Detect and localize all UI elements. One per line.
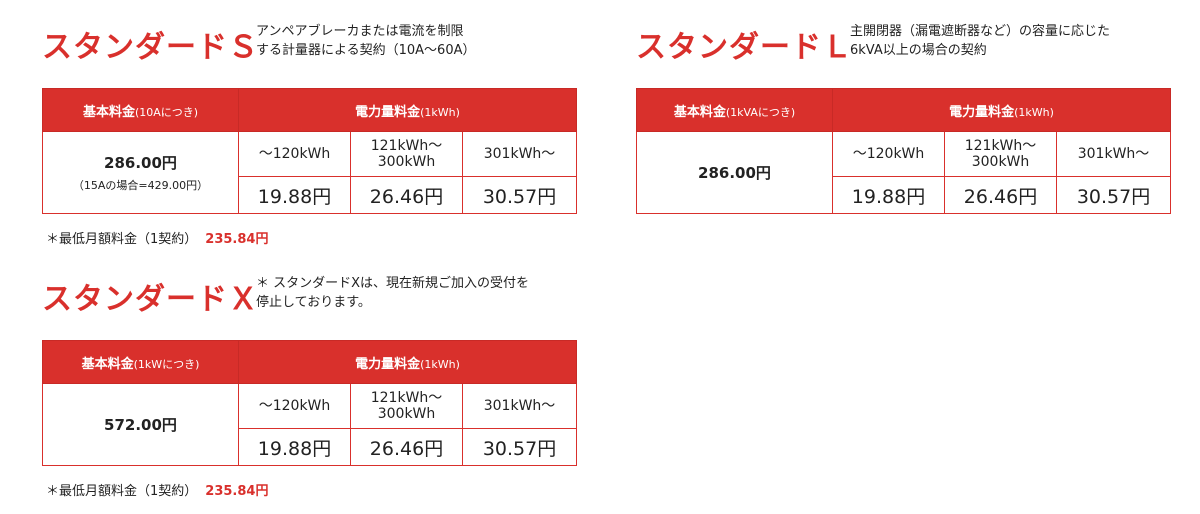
basic-fee-cell: 572.00円 <box>42 383 239 466</box>
plan-description-line: 主開閉器（漏電遮断器など）の容量に応じた <box>850 24 1111 39</box>
minimum-fee: ＊最低月額料金（1契約） 235.84円 <box>46 480 268 499</box>
plan-header: スタンダードＳ アンペアブレーカまたは電流を制限 する計量器による契約（10A～… <box>42 20 602 80</box>
tier-price: 19.88円 <box>238 176 351 214</box>
rate-table: 基本料金(1kWにつき) 電力量料金(1kWh) 572.00円 ～120kWh… <box>42 340 578 466</box>
plan-standard-x: スタンダードＸ ＊ スタンダードXは、現在新規ご加入の受付を 停止しております。… <box>42 272 602 502</box>
basic-fee-header: 基本料金(1kVAにつき) <box>636 88 833 132</box>
tier-price: 30.57円 <box>461 176 578 214</box>
minimum-fee-label: ＊最低月額料金（1契約） <box>46 484 198 499</box>
basic-fee-value: 572.00円 <box>104 416 177 434</box>
plan-standard-l: スタンダードＬ 主開閉器（漏電遮断器など）の容量に応じた 6kVA以上の場合の契… <box>636 20 1176 220</box>
tier-label: 301kWh～ <box>461 131 578 177</box>
plan-header: スタンダードＸ ＊ スタンダードXは、現在新規ご加入の受付を 停止しております。 <box>42 272 602 332</box>
plan-description: 主開閉器（漏電遮断器など）の容量に応じた 6kVA以上の場合の契約 <box>850 22 1110 60</box>
rate-table: 基本料金(10Aにつき) 電力量料金(1kWh) 286.00円 （15Aの場合… <box>42 88 578 214</box>
basic-fee-header: 基本料金(1kWにつき) <box>42 340 239 384</box>
tier-price: 26.46円 <box>944 176 1057 214</box>
tier-price: 19.88円 <box>832 176 945 214</box>
tier-label: 301kWh～ <box>1055 131 1172 177</box>
plan-description-line: アンペアブレーカまたは電流を制限 <box>256 24 464 39</box>
usage-fee-header: 電力量料金(1kWh) <box>831 88 1172 132</box>
plan-description: アンペアブレーカまたは電流を制限 する計量器による契約（10A～60A） <box>256 22 475 60</box>
plan-title: スタンダードＳ <box>42 30 259 65</box>
basic-fee-value: 286.00円 <box>698 164 771 182</box>
minimum-fee-value: 235.84円 <box>205 484 269 499</box>
basic-fee-note: （15Aの場合=429.00円） <box>72 179 209 192</box>
tier-label: ～120kWh <box>238 383 351 429</box>
plan-header: スタンダードＬ 主開閉器（漏電遮断器など）の容量に応じた 6kVA以上の場合の契… <box>636 20 1196 80</box>
plan-description-line: 6kVA以上の場合の契約 <box>850 43 987 58</box>
usage-fee-header: 電力量料金(1kWh) <box>237 340 578 384</box>
tier-label: 121kWh～ 300kWh <box>350 131 463 177</box>
tier-label: 121kWh～ 300kWh <box>944 131 1057 177</box>
basic-fee-value: 286.00円 <box>104 154 177 172</box>
basic-fee-cell: 286.00円 （15Aの場合=429.00円） <box>42 131 239 214</box>
plan-description-line: ＊ スタンダードXは、現在新規ご加入の受付を <box>256 276 530 291</box>
usage-fee-header: 電力量料金(1kWh) <box>237 88 578 132</box>
plan-description-line: 停止しております。 <box>256 295 371 310</box>
tier-price: 30.57円 <box>1055 176 1172 214</box>
plan-description-line: する計量器による契約（10A～60A） <box>256 43 476 58</box>
tier-price: 19.88円 <box>238 428 351 466</box>
plan-title: スタンダードＸ <box>42 282 259 317</box>
plan-description: ＊ スタンダードXは、現在新規ご加入の受付を 停止しております。 <box>256 274 529 312</box>
rate-table: 基本料金(1kVAにつき) 電力量料金(1kWh) 286.00円 ～120kW… <box>636 88 1172 214</box>
plan-title: スタンダードＬ <box>636 30 853 65</box>
tier-label: 121kWh～ 300kWh <box>350 383 463 429</box>
tier-price: 30.57円 <box>461 428 578 466</box>
tier-label: ～120kWh <box>832 131 945 177</box>
minimum-fee-label: ＊最低月額料金（1契約） <box>46 232 198 247</box>
minimum-fee-value: 235.84円 <box>205 232 269 247</box>
minimum-fee: ＊最低月額料金（1契約） 235.84円 <box>46 228 268 247</box>
basic-fee-cell: 286.00円 <box>636 131 833 214</box>
tier-label: ～120kWh <box>238 131 351 177</box>
plan-standard-s: スタンダードＳ アンペアブレーカまたは電流を制限 する計量器による契約（10A～… <box>42 20 602 250</box>
basic-fee-header: 基本料金(10Aにつき) <box>42 88 239 132</box>
tier-price: 26.46円 <box>350 176 463 214</box>
tier-label: 301kWh～ <box>461 383 578 429</box>
tier-price: 26.46円 <box>350 428 463 466</box>
